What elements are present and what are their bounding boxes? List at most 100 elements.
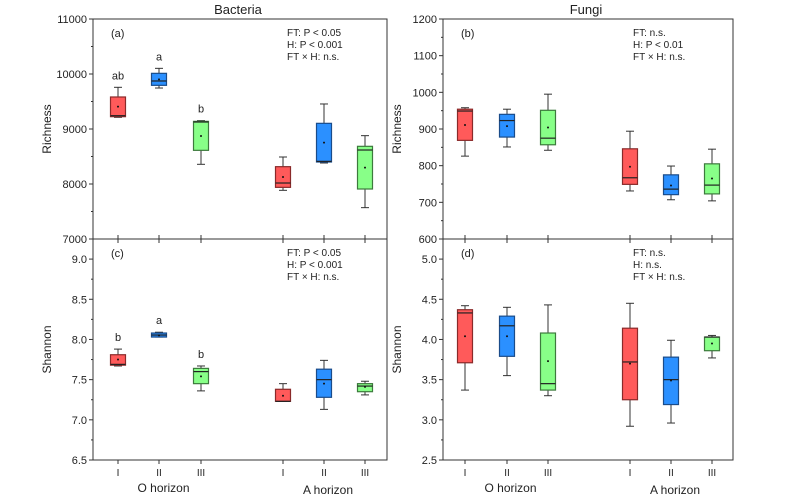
- box-plot: [498, 306, 516, 377]
- y-axis-label: Shannon: [390, 325, 404, 373]
- box-plot: [621, 130, 639, 192]
- y-tick-label: 900: [419, 124, 437, 136]
- stats-annotation: FT × H: n.s.: [287, 272, 339, 283]
- group-label: O horizon: [137, 481, 189, 495]
- panel-label: (d): [461, 248, 474, 260]
- y-tick-label: 1100: [413, 51, 437, 63]
- plot-frame: [442, 18, 734, 240]
- y-tick-label: 9.0: [72, 254, 87, 266]
- y-tick-label: 10000: [56, 69, 87, 81]
- mean-marker: [282, 394, 284, 397]
- mean-marker: [506, 335, 508, 338]
- panel-b: 600 700 800 900 1000 1100 1200 Richness Fungi (b)…: [390, 2, 734, 246]
- box-plot: ab: [109, 70, 127, 118]
- mean-marker: [670, 379, 672, 382]
- group-label: A horizon: [650, 483, 700, 497]
- significance-letter: a: [156, 51, 163, 63]
- mean-marker: [364, 385, 366, 388]
- y-tick-label: 8.0: [72, 334, 87, 346]
- mean-marker: [711, 177, 713, 180]
- x-tick-label: I: [117, 468, 120, 479]
- y-axis-label: Richness: [40, 104, 54, 153]
- mean-marker: [464, 123, 466, 126]
- mean-marker: [158, 334, 160, 337]
- stats-annotation: FT: n.s.: [633, 28, 666, 39]
- x-tick-label: III: [197, 468, 205, 479]
- mean-marker: [282, 176, 284, 179]
- box-plot: b: [109, 332, 127, 367]
- significance-letter: b: [115, 332, 121, 344]
- y-tick-label: 8000: [63, 179, 87, 191]
- mean-marker: [117, 358, 119, 361]
- mean-marker: [629, 362, 631, 365]
- y-tick-label: 5.0: [422, 254, 437, 266]
- x-tick-label: III: [361, 468, 369, 479]
- mean-marker: [547, 360, 549, 363]
- panel-label: (a): [111, 28, 124, 40]
- y-axis-label: Richness: [390, 104, 404, 153]
- y-tick-label: 7.0: [72, 415, 87, 427]
- mean-marker: [464, 335, 466, 338]
- box-plot: [456, 107, 474, 157]
- panel-label: (b): [461, 28, 474, 40]
- plot-frame: [92, 238, 388, 461]
- y-tick-label: 3.5: [422, 375, 437, 387]
- significance-letter: a: [156, 315, 163, 327]
- stats-annotation: H: n.s.: [633, 260, 662, 271]
- mean-marker: [323, 141, 325, 144]
- stats-annotation: H: P < 0.01: [633, 40, 684, 51]
- panel-title: Fungi: [570, 2, 603, 17]
- box-plot: [356, 380, 374, 396]
- y-tick-label: 1200: [413, 14, 437, 26]
- plot-frame: [442, 238, 734, 461]
- box-plot: [703, 148, 721, 202]
- y-tick-label: 4.0: [422, 334, 437, 346]
- y-tick-label: 7000: [63, 234, 87, 246]
- stats-annotation: FT × H: n.s.: [633, 52, 685, 63]
- box-plot: [274, 383, 292, 402]
- box-plot: [539, 93, 557, 151]
- y-tick-label: 800: [419, 161, 437, 173]
- x-tick-label: III: [708, 468, 716, 479]
- significance-letter: b: [198, 104, 204, 116]
- box-plot: [621, 302, 639, 427]
- x-tick-label: II: [504, 468, 510, 479]
- stats-annotation: H: P < 0.001: [287, 40, 343, 51]
- box-plot: [498, 108, 516, 148]
- stats-annotation: FT × H: n.s.: [287, 52, 339, 63]
- box-plot: [274, 156, 292, 191]
- y-tick-label: 6.5: [72, 455, 87, 467]
- mean-marker: [117, 105, 119, 108]
- y-axis-label: Shannon: [40, 325, 54, 373]
- stats-annotation: FT × H: n.s.: [633, 272, 685, 283]
- box-plot: b: [192, 104, 210, 165]
- x-tick-label: II: [321, 468, 327, 479]
- group-label: A horizon: [303, 483, 353, 497]
- mean-marker: [364, 166, 366, 169]
- box-plot: [662, 165, 680, 201]
- y-tick-label: 1000: [413, 87, 437, 99]
- mean-marker: [200, 375, 202, 378]
- x-tick-label: I: [282, 468, 285, 479]
- box-plot: [703, 334, 721, 359]
- significance-letter: ab: [112, 70, 124, 82]
- y-tick-label: 8.5: [72, 294, 87, 306]
- stats-annotation: FT: n.s.: [633, 248, 666, 259]
- plot-frame: [92, 18, 388, 240]
- y-tick-label: 11000: [57, 14, 87, 26]
- panel-label: (c): [111, 248, 124, 260]
- box-plot: [356, 135, 374, 209]
- y-tick-label: 700: [419, 197, 437, 209]
- box-plot: [456, 305, 474, 391]
- mean-marker: [711, 342, 713, 345]
- x-tick-label: I: [464, 468, 467, 479]
- panel-c: 6.5 7.0 7.5 8.0 8.5 9.0 Shannon (c) FT: P < 0.05…: [40, 238, 388, 497]
- box-plot: [539, 304, 557, 397]
- group-label: O horizon: [484, 481, 536, 495]
- stats-annotation: FT: P < 0.05: [287, 248, 341, 259]
- x-tick-label: I: [629, 468, 632, 479]
- y-tick-label: 2.5: [422, 455, 437, 467]
- box-plot: [662, 339, 680, 424]
- box-plot: a: [150, 51, 168, 89]
